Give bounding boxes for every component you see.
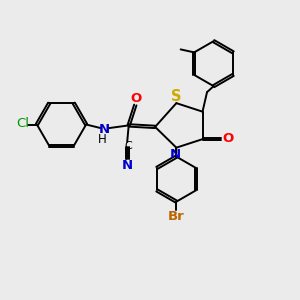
Text: S: S	[170, 89, 181, 104]
Text: Cl: Cl	[16, 117, 29, 130]
Text: N: N	[122, 159, 133, 172]
Text: N: N	[99, 122, 110, 136]
Text: O: O	[222, 132, 233, 145]
Text: O: O	[130, 92, 142, 105]
Text: C: C	[124, 140, 132, 151]
Text: H: H	[98, 133, 107, 146]
Text: Br: Br	[168, 210, 185, 223]
Text: N: N	[170, 148, 181, 161]
